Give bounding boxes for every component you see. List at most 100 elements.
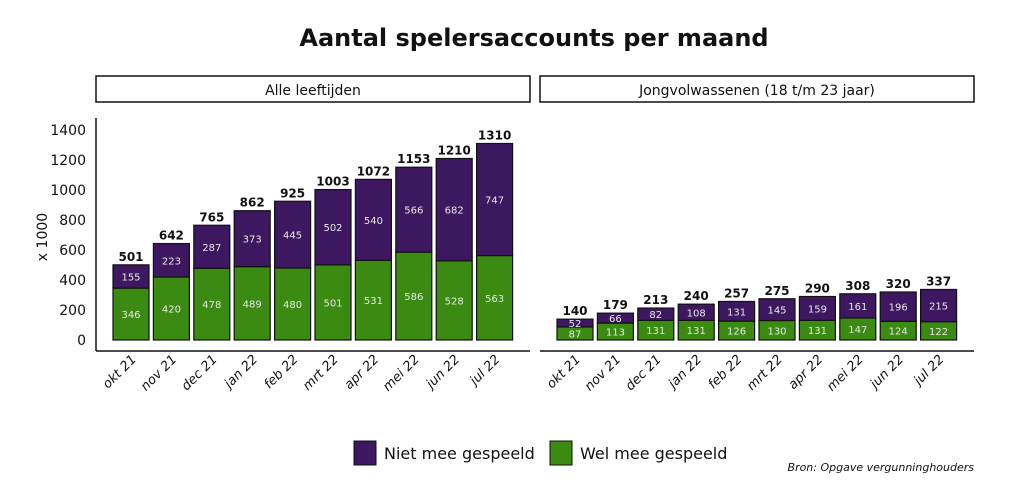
data-label-wel: 87 <box>569 329 582 340</box>
bar-niet-mee-gespeeld <box>596 312 635 324</box>
y-tick-label: 200 <box>59 303 86 319</box>
data-label-wel: 131 <box>687 326 706 337</box>
bar-niet-mee-gespeeld <box>274 200 312 269</box>
data-label-niet: 445 <box>283 231 302 242</box>
data-label-total: 1210 <box>437 144 470 158</box>
bar-niet-mee-gespeeld <box>758 298 796 322</box>
chart-title: Aantal spelersaccounts per maand <box>299 24 768 52</box>
data-label-wel: 131 <box>808 326 827 337</box>
data-label-niet: 287 <box>202 243 221 254</box>
legend-label-wel-mee-gespeeld: Wel mee gespeeld <box>580 444 727 463</box>
data-label-wel: 586 <box>404 292 423 303</box>
bar-niet-mee-gespeeld <box>314 188 352 266</box>
bar-niet-mee-gespeeld <box>677 303 715 321</box>
bar-niet-mee-gespeeld <box>233 210 271 268</box>
bar-niet-mee-gespeeld <box>152 242 190 278</box>
bar-niet-mee-gespeeld <box>112 264 150 289</box>
data-label-niet: 131 <box>727 307 746 318</box>
x-tick-label: mei 22 <box>824 352 866 394</box>
bar-niet-mee-gespeeld <box>395 166 433 253</box>
panel-strip-young-adults <box>539 75 975 103</box>
data-label-niet: 52 <box>569 319 582 330</box>
data-label-niet: 223 <box>162 256 181 267</box>
data-label-total: 1003 <box>316 175 349 189</box>
bar-wel-mee-gespeeld <box>395 251 433 341</box>
y-axis-label: x 1000 <box>35 213 51 261</box>
panel-title-young-adults: Jongvolwassenen (18 t/m 23 jaar) <box>638 83 875 99</box>
panel-1: 346 155 501 okt 21 420 223 642 nov 21 478 287 765 d… <box>100 129 514 395</box>
data-label-niet: 66 <box>609 314 622 325</box>
y-tick-label: 1200 <box>50 153 86 169</box>
y-tick-label: 1000 <box>50 183 86 199</box>
data-label-wel: 478 <box>202 300 221 311</box>
data-label-wel: 489 <box>243 299 262 310</box>
data-label-total: 1072 <box>357 164 390 178</box>
x-tick-label: dec 21 <box>179 352 221 394</box>
bar-niet-mee-gespeeld <box>879 291 917 322</box>
data-label-niet: 159 <box>808 304 827 315</box>
x-tick-label: jan 22 <box>220 352 261 393</box>
data-label-niet: 215 <box>929 302 948 313</box>
data-label-total: 140 <box>562 304 587 318</box>
bar-wel-mee-gespeeld <box>274 267 312 341</box>
data-label-total: 642 <box>159 229 184 243</box>
data-label-total: 240 <box>684 289 709 303</box>
y-tick-label: 400 <box>59 273 86 289</box>
bar-niet-mee-gespeeld <box>193 224 231 269</box>
x-tick-label: jan 22 <box>664 352 705 393</box>
bar-niet-mee-gespeeld <box>556 318 594 328</box>
data-label-total: 925 <box>280 186 305 200</box>
data-label-wel: 122 <box>929 327 948 338</box>
data-label-total: 337 <box>926 274 951 288</box>
data-label-niet: 155 <box>121 272 140 283</box>
y-tick-label: 800 <box>59 213 86 229</box>
x-tick-label: jun 22 <box>422 352 463 393</box>
data-label-total: 765 <box>199 210 224 224</box>
legend-swatch-wel-mee-gespeeld <box>549 440 573 466</box>
x-tick-label: jun 22 <box>866 352 907 393</box>
bar-niet-mee-gespeeld <box>435 157 473 262</box>
data-label-total: 320 <box>886 277 911 291</box>
x-tick-label: apr 22 <box>342 352 382 392</box>
x-tick-label: jul 22 <box>910 352 948 390</box>
x-tick-label: feb 22 <box>261 352 301 392</box>
panel-strip-all-ages <box>95 75 531 103</box>
source-note: Bron: Opgave vergunninghouders <box>788 461 975 474</box>
bar-niet-mee-gespeeld <box>839 293 877 319</box>
bar-niet-mee-gespeeld <box>476 142 514 257</box>
data-label-niet: 502 <box>323 223 342 234</box>
x-tick-label: mei 22 <box>380 352 422 394</box>
data-label-wel: 130 <box>767 326 786 337</box>
bar-wel-mee-gespeeld <box>112 287 150 341</box>
data-label-wel: 563 <box>485 294 504 305</box>
bar-wel-mee-gespeeld <box>233 266 271 341</box>
bar-niet-mee-gespeeld <box>637 307 675 321</box>
data-label-niet: 196 <box>889 303 908 314</box>
x-tick-label: jul 22 <box>466 352 504 390</box>
data-label-total: 308 <box>845 279 870 293</box>
bar-niet-mee-gespeeld <box>919 288 958 323</box>
x-tick-label: nov 21 <box>138 352 180 394</box>
y-tick-label: 1400 <box>50 123 86 139</box>
data-label-wel: 147 <box>848 325 867 336</box>
data-label-wel: 480 <box>283 300 302 311</box>
legend-label-niet-mee-gespeeld: Niet mee gespeeld <box>384 444 535 463</box>
data-label-niet: 145 <box>767 306 786 317</box>
data-label-wel: 346 <box>121 310 140 321</box>
y-tick-label: 0 <box>77 333 86 349</box>
data-label-total: 290 <box>805 282 830 296</box>
bar-wel-mee-gespeeld <box>354 259 392 341</box>
data-label-niet: 540 <box>364 216 383 227</box>
data-label-total: 257 <box>724 286 749 300</box>
data-label-total: 862 <box>240 196 265 210</box>
legend-swatch-niet-mee-gespeeld <box>353 440 377 466</box>
x-tick-label: apr 22 <box>786 352 826 392</box>
x-tick-label: okt 21 <box>100 352 140 392</box>
data-label-wel: 113 <box>606 328 625 339</box>
data-label-niet: 373 <box>243 235 262 246</box>
x-tick-label: dec 21 <box>623 352 665 394</box>
data-label-niet: 566 <box>404 206 423 217</box>
data-label-total: 213 <box>643 293 668 307</box>
